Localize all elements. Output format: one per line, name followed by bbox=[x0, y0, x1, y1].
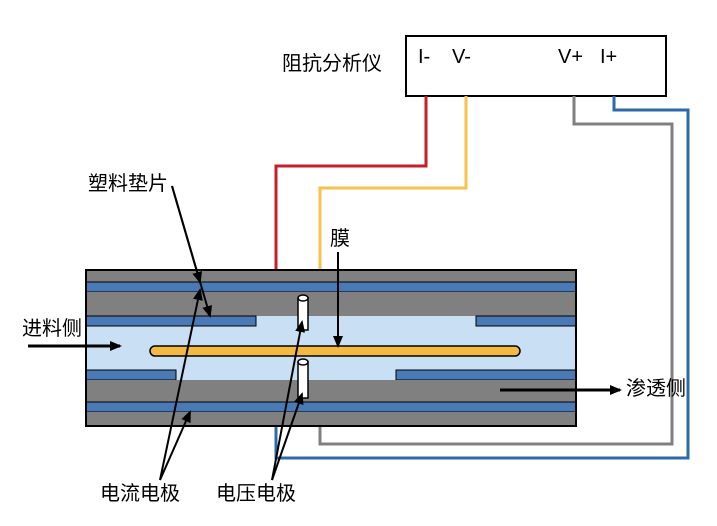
gasket-4 bbox=[86, 402, 576, 412]
label-voltage-electrode: 电压电极 bbox=[216, 482, 296, 505]
wire-yellow bbox=[320, 96, 466, 296]
gray-bottom bbox=[86, 412, 576, 426]
label-plastic-gasket: 塑料垫片 bbox=[88, 172, 168, 195]
gasket-3a bbox=[86, 370, 176, 380]
cell-assembly bbox=[86, 270, 576, 426]
gasket-2b bbox=[476, 316, 576, 326]
terminal-i-plus: I+ bbox=[600, 46, 617, 68]
gasket-3b bbox=[396, 370, 576, 380]
diagram-canvas: 阻抗分析仪 I- V- V+ I+ bbox=[0, 0, 717, 526]
label-feed-side: 进料侧 bbox=[22, 317, 82, 340]
wire-red bbox=[276, 96, 426, 296]
gasket-2a bbox=[86, 316, 256, 326]
voltage-probe-top bbox=[298, 295, 308, 330]
voltage-probe-bottom bbox=[298, 359, 308, 398]
gray-2 bbox=[86, 292, 576, 316]
label-permeate-side: 渗透侧 bbox=[626, 377, 686, 400]
terminal-v-plus: V+ bbox=[558, 46, 583, 68]
analyzer-label: 阻抗分析仪 bbox=[282, 52, 382, 75]
gasket-1 bbox=[86, 282, 576, 292]
analyzer-rect bbox=[406, 36, 666, 96]
label-membrane: 膜 bbox=[330, 227, 350, 250]
terminal-v-minus: V- bbox=[452, 46, 471, 68]
analyzer-box: 阻抗分析仪 I- V- V+ I+ bbox=[282, 36, 666, 96]
terminal-i-minus: I- bbox=[418, 46, 430, 68]
label-current-electrode: 电流电极 bbox=[100, 482, 180, 505]
gray-top bbox=[86, 270, 576, 282]
membrane-bar bbox=[150, 346, 520, 356]
